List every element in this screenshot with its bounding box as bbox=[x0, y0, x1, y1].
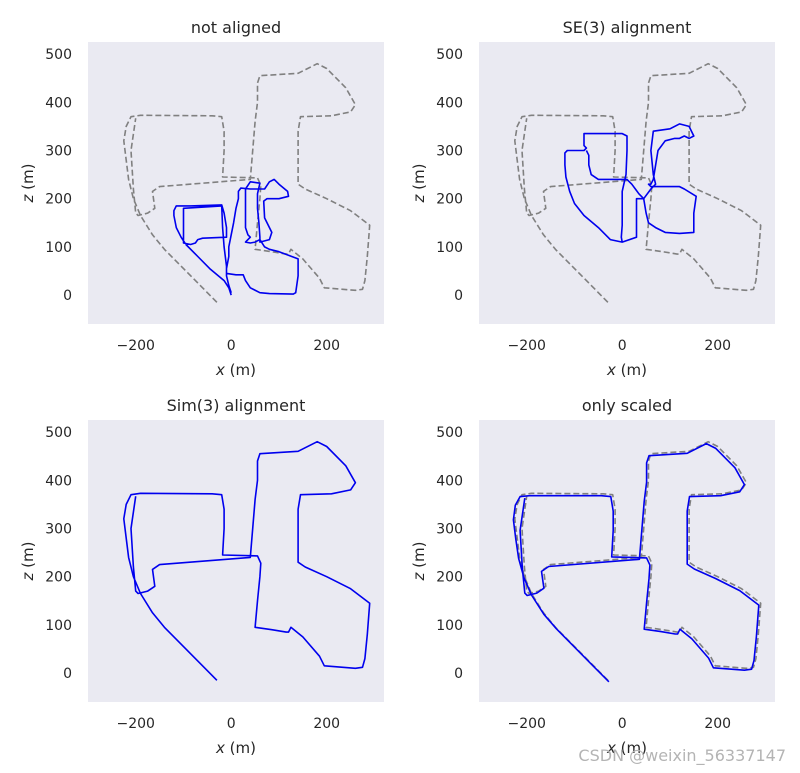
estimated-trajectory-line bbox=[123, 440, 371, 681]
y-tick-label: 200 bbox=[45, 570, 72, 586]
plot-title: only scaled bbox=[582, 396, 672, 415]
y-tick-label: 0 bbox=[63, 288, 72, 304]
x-axis-variable: x bbox=[606, 739, 616, 757]
reference-trajectory-line bbox=[123, 62, 371, 303]
y-axis-label: z (m) bbox=[19, 164, 37, 204]
x-tick-label: −200 bbox=[508, 338, 546, 354]
x-tick-label: 0 bbox=[618, 716, 627, 732]
x-axis-variable: x bbox=[215, 361, 225, 379]
y-tick-label: 500 bbox=[436, 47, 463, 63]
x-tick-label: 200 bbox=[313, 716, 340, 732]
y-axis-unit: (m) bbox=[19, 542, 37, 573]
y-tick-label: 400 bbox=[436, 473, 463, 489]
y-axis-label: z (m) bbox=[410, 542, 428, 582]
subplot-4: only scaled −200 0 200 0 100 200 300 400 500 x (m)… bbox=[410, 396, 775, 757]
plot-area bbox=[88, 42, 384, 324]
x-axis-unit: (m) bbox=[616, 739, 647, 757]
x-tick-label: 200 bbox=[704, 338, 731, 354]
subplot-1: not aligned −200 0 200 0 100 200 300 400 500 x (m)… bbox=[19, 18, 384, 379]
x-axis-label: x (m) bbox=[606, 739, 647, 757]
x-tick-label: 0 bbox=[227, 338, 236, 354]
y-tick-label: 0 bbox=[454, 666, 463, 682]
plot-title: not aligned bbox=[191, 18, 281, 37]
y-tick-label: 200 bbox=[436, 570, 463, 586]
estimated-trajectory-line bbox=[173, 178, 299, 296]
y-tick-label: 200 bbox=[436, 192, 463, 208]
y-axis-unit: (m) bbox=[410, 164, 428, 195]
reference-trajectory-line bbox=[514, 62, 762, 303]
x-axis-label: x (m) bbox=[215, 739, 256, 757]
y-tick-label: 100 bbox=[436, 240, 463, 256]
y-tick-label: 100 bbox=[436, 618, 463, 634]
y-axis-variable: z bbox=[410, 571, 428, 581]
plot-title: Sim(3) alignment bbox=[167, 396, 306, 415]
x-tick-label: −200 bbox=[117, 338, 155, 354]
y-axis-label: z (m) bbox=[410, 164, 428, 204]
x-axis-unit: (m) bbox=[225, 739, 256, 757]
y-axis-variable: z bbox=[19, 571, 37, 581]
y-tick-label: 400 bbox=[45, 95, 72, 111]
subplot-3: Sim(3) alignment −200 0 200 0 100 200 300 400 500… bbox=[19, 396, 384, 757]
y-tick-label: 500 bbox=[436, 425, 463, 441]
x-tick-label: 0 bbox=[227, 716, 236, 732]
x-axis-unit: (m) bbox=[225, 361, 256, 379]
y-tick-label: 200 bbox=[45, 192, 72, 208]
y-tick-label: 300 bbox=[45, 521, 72, 537]
x-axis-variable: x bbox=[606, 361, 616, 379]
y-tick-label: 0 bbox=[63, 666, 72, 682]
plot-title: SE(3) alignment bbox=[563, 18, 692, 37]
y-tick-label: 300 bbox=[436, 143, 463, 159]
x-tick-label: 200 bbox=[704, 716, 731, 732]
y-axis-label: z (m) bbox=[19, 542, 37, 582]
y-tick-label: 0 bbox=[454, 288, 463, 304]
x-tick-label: 0 bbox=[618, 338, 627, 354]
y-axis-unit: (m) bbox=[19, 164, 37, 195]
x-axis-label: x (m) bbox=[606, 361, 647, 379]
estimated-trajectory-line bbox=[564, 123, 697, 243]
y-tick-label: 400 bbox=[45, 473, 72, 489]
y-tick-label: 300 bbox=[436, 521, 463, 537]
x-axis-unit: (m) bbox=[616, 361, 647, 379]
plot-area bbox=[479, 42, 775, 324]
watermark: CSDN @weixin_56337147 bbox=[578, 746, 786, 765]
y-axis-variable: z bbox=[19, 193, 37, 203]
x-tick-label: 200 bbox=[313, 338, 340, 354]
y-tick-label: 500 bbox=[45, 425, 72, 441]
reference-trajectory-line bbox=[514, 440, 762, 681]
y-tick-label: 100 bbox=[45, 240, 72, 256]
y-tick-label: 100 bbox=[45, 618, 72, 634]
x-tick-label: −200 bbox=[117, 716, 155, 732]
y-tick-label: 300 bbox=[45, 143, 72, 159]
x-axis-variable: x bbox=[215, 739, 225, 757]
estimated-trajectory-line bbox=[512, 442, 760, 683]
y-tick-label: 500 bbox=[45, 47, 72, 63]
y-axis-unit: (m) bbox=[410, 542, 428, 573]
plot-area bbox=[88, 420, 384, 702]
x-axis-label: x (m) bbox=[215, 361, 256, 379]
x-tick-label: −200 bbox=[508, 716, 546, 732]
y-axis-variable: z bbox=[410, 193, 428, 203]
subplot-2: SE(3) alignment −200 0 200 0 100 200 300 400 500 x… bbox=[410, 18, 775, 379]
y-tick-label: 400 bbox=[436, 95, 463, 111]
